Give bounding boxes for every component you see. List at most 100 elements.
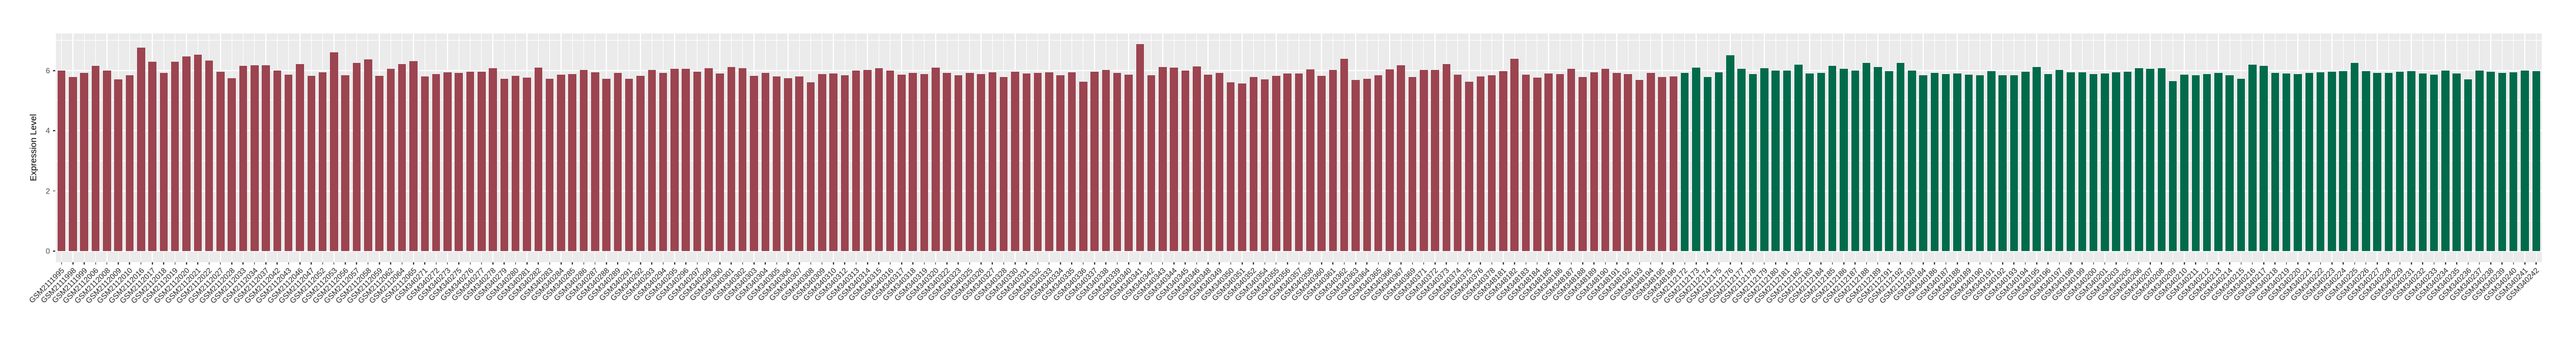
x-tick-mark xyxy=(424,262,426,265)
bar xyxy=(2078,72,2087,251)
y-tick-label: 2 xyxy=(45,186,50,196)
bar xyxy=(920,74,929,251)
bar xyxy=(1953,73,1961,251)
bar xyxy=(2203,73,2211,251)
x-tick-mark xyxy=(776,262,778,265)
x-tick-mark xyxy=(1809,262,1810,265)
x-tick-mark xyxy=(2490,262,2491,265)
x-tick-mark xyxy=(788,262,789,265)
bar xyxy=(1408,77,1417,251)
bar xyxy=(750,75,758,251)
x-tick-mark xyxy=(1377,262,1379,265)
x-tick-mark xyxy=(2172,262,2174,265)
bar xyxy=(2498,73,2507,251)
bar xyxy=(1329,69,1337,251)
bar xyxy=(761,73,770,251)
x-tick-mark xyxy=(447,262,448,265)
bar xyxy=(613,73,622,251)
bar xyxy=(1885,71,1893,251)
bar xyxy=(421,76,429,251)
bar xyxy=(137,48,145,251)
bar xyxy=(2350,63,2359,251)
x-tick-mark xyxy=(129,262,131,265)
y-tick-label: 4 xyxy=(45,126,50,135)
x-tick-mark xyxy=(1831,262,1833,265)
x-tick-mark xyxy=(2445,262,2446,265)
x-tick-mark xyxy=(1843,262,1844,265)
bar xyxy=(1374,75,1383,251)
x-tick-mark xyxy=(935,262,936,265)
bar xyxy=(284,74,293,251)
bar xyxy=(159,72,168,251)
x-tick-mark xyxy=(1639,262,1640,265)
x-tick-mark xyxy=(1230,262,1232,265)
x-tick-mark xyxy=(1911,262,1913,265)
x-tick-mark xyxy=(2308,262,2310,265)
x-tick-mark xyxy=(1775,262,1776,265)
bar xyxy=(2407,71,2415,251)
bar xyxy=(1544,73,1553,251)
bar xyxy=(1045,72,1053,251)
x-tick-mark xyxy=(1469,262,1470,265)
x-tick-mark xyxy=(1026,262,1027,265)
x-tick-mark xyxy=(2377,262,2378,265)
bar xyxy=(557,75,565,251)
x-tick-mark xyxy=(492,262,493,265)
x-tick-mark xyxy=(106,262,108,265)
x-tick-mark xyxy=(2252,262,2253,265)
bar xyxy=(1170,67,1178,251)
x-tick-mark xyxy=(2047,262,2049,265)
x-tick-mark xyxy=(957,262,959,265)
bar xyxy=(398,63,406,251)
bar xyxy=(2010,75,2018,251)
bar xyxy=(318,72,327,251)
x-tick-mark xyxy=(1219,262,1220,265)
x-tick-mark xyxy=(1764,262,1765,265)
x-tick-mark xyxy=(1060,262,1061,265)
y-tick-mark xyxy=(53,130,55,132)
bar xyxy=(648,69,656,251)
x-tick-mark xyxy=(730,262,732,265)
x-tick-mark xyxy=(1332,262,1334,265)
bar xyxy=(1442,63,1451,251)
x-tick-mark xyxy=(253,262,255,265)
x-tick-mark xyxy=(1423,262,1424,265)
x-tick-mark xyxy=(583,262,585,265)
bar xyxy=(716,73,724,251)
y-tick-label: 6 xyxy=(45,66,50,75)
x-tick-mark xyxy=(867,262,868,265)
bar xyxy=(523,77,531,251)
bar xyxy=(1136,44,1144,251)
bar xyxy=(455,72,463,251)
x-tick-mark xyxy=(1730,262,1731,265)
bar xyxy=(1749,74,1757,251)
x-tick-mark xyxy=(1321,262,1322,265)
bar xyxy=(682,69,690,251)
bar xyxy=(2021,71,2030,251)
x-tick-mark xyxy=(617,262,619,265)
bar xyxy=(897,74,906,251)
x-tick-mark xyxy=(1514,262,1516,265)
bar xyxy=(103,70,111,251)
bar xyxy=(1896,63,1905,251)
x-tick-mark xyxy=(469,262,471,265)
bar xyxy=(727,66,736,251)
x-tick-mark xyxy=(1696,262,1697,265)
x-tick-mark xyxy=(2195,262,2197,265)
x-tick-mark xyxy=(1866,262,1867,265)
x-tick-mark xyxy=(1820,262,1822,265)
bar xyxy=(171,61,179,251)
x-tick-mark xyxy=(1900,262,1901,265)
bar xyxy=(1840,69,1848,251)
bar xyxy=(1090,72,1099,251)
x-tick-mark xyxy=(969,262,970,265)
x-tick-mark xyxy=(231,262,232,265)
bar xyxy=(1976,75,1984,251)
x-tick-mark xyxy=(1480,262,1481,265)
bar xyxy=(1159,66,1167,251)
x-tick-mark xyxy=(606,262,607,265)
bar xyxy=(1590,72,1599,251)
bar xyxy=(432,74,441,251)
x-tick-mark xyxy=(1661,262,1663,265)
x-tick-mark xyxy=(2150,262,2151,265)
